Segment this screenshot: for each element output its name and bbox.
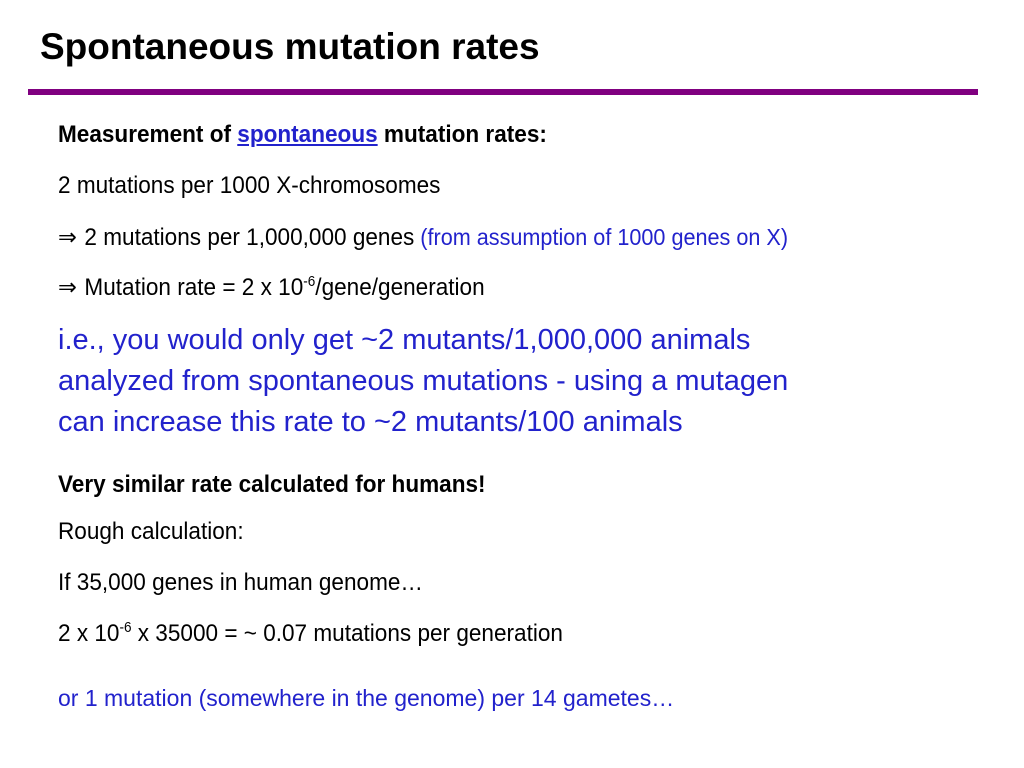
calculation-line: 2 x 10-6 x 35000 = ~ 0.07 mutations per … — [58, 619, 563, 649]
rough-calculation-label: Rough calculation: — [58, 518, 244, 545]
calc-post: x 35000 = ~ 0.07 mutations per generatio… — [131, 620, 563, 647]
rate-text-post: /gene/generation — [315, 274, 485, 301]
ie-line-2: analyzed from spontaneous mutations - us… — [58, 365, 789, 397]
ie-line-3: can increase this rate to ~2 mutants/100… — [58, 406, 683, 438]
implies-symbol: ⇒ — [58, 274, 77, 301]
conclusion-line: or 1 mutation (somewhere in the genome) … — [58, 685, 675, 711]
calc-pre: 2 x 10 — [58, 620, 120, 647]
page-title: Spontaneous mutation rates — [40, 26, 540, 67]
title-divider — [28, 89, 978, 95]
measurement-heading: Measurement of spontaneous mutation rate… — [58, 120, 547, 150]
spontaneous-link[interactable]: spontaneous — [237, 121, 378, 148]
ie-line-1: i.e., you would only get ~2 mutants/1,00… — [58, 324, 751, 356]
measurement-prefix: Measurement of — [58, 121, 238, 148]
genes-line: ⇒ 2 mutations per 1,000,000 genes (from a… — [58, 222, 788, 253]
rate-exponent: -6 — [303, 274, 316, 290]
genes-text: 2 mutations per 1,000,000 genes — [84, 224, 415, 251]
x-chromosome-line: 2 mutations per 1000 X-chromosomes — [58, 172, 441, 199]
mutation-rate-line: ⇒ Mutation rate = 2 x 10-6/gene/generatio… — [58, 273, 485, 303]
human-genes-line: If 35,000 genes in human genome… — [58, 569, 423, 596]
assumption-note: (from assumption of 1000 genes on X) — [414, 224, 789, 250]
calc-exponent: -6 — [119, 620, 132, 636]
rate-text-pre: Mutation rate = 2 x 10 — [84, 274, 304, 301]
implies-symbol: ⇒ — [58, 224, 77, 251]
measurement-suffix: mutation rates: — [377, 121, 547, 148]
humans-heading: Very similar rate calculated for humans! — [58, 471, 486, 498]
